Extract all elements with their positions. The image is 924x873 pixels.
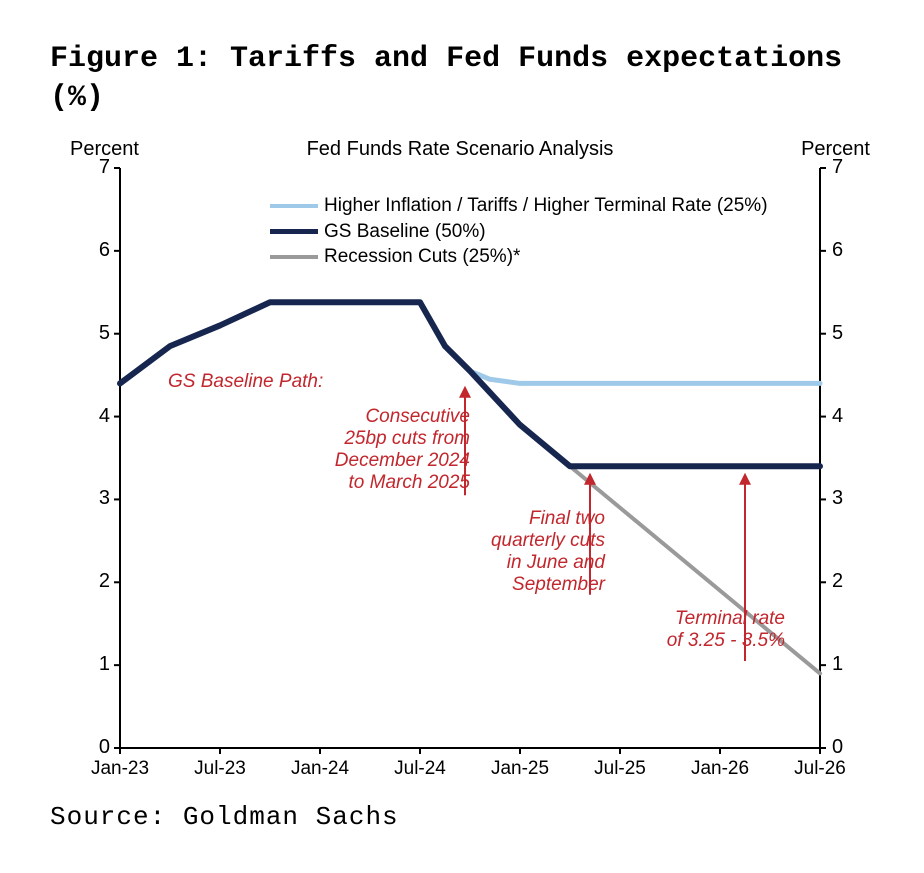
x-tick: Jul-24 bbox=[394, 758, 446, 780]
y-tick-left: 2 bbox=[70, 570, 110, 593]
legend-item: GS Baseline (50%) bbox=[270, 219, 768, 245]
legend-swatch bbox=[270, 229, 318, 234]
y-tick-right: 3 bbox=[832, 487, 872, 510]
y-tick-right: 1 bbox=[832, 653, 872, 676]
legend: Higher Inflation / Tariffs / Higher Term… bbox=[270, 193, 768, 270]
y-tick-left: 3 bbox=[70, 487, 110, 510]
y-tick-right: 4 bbox=[832, 405, 872, 428]
figure-title: Figure 1: Tariffs and Fed Funds expectat… bbox=[50, 40, 874, 118]
chart-container: Fed Funds Rate Scenario Analysis Percent… bbox=[50, 138, 870, 798]
y-tick-left: 5 bbox=[70, 322, 110, 345]
x-tick: Jan-25 bbox=[491, 758, 549, 780]
annotation-final-two-cuts: Final twoquarterly cutsin June andSeptem… bbox=[425, 508, 605, 595]
annotation-terminal-rate: Terminal rateof 3.25 - 3.5% bbox=[595, 608, 785, 652]
x-tick: Jan-24 bbox=[291, 758, 349, 780]
source-label: Source: Goldman Sachs bbox=[50, 802, 874, 832]
legend-label: Recession Cuts (25%)* bbox=[324, 244, 520, 270]
series-higher_inflation bbox=[445, 346, 820, 383]
y-tick-right: 5 bbox=[832, 322, 872, 345]
legend-label: GS Baseline (50%) bbox=[324, 219, 486, 245]
x-tick: Jul-23 bbox=[194, 758, 246, 780]
x-tick: Jul-25 bbox=[594, 758, 646, 780]
x-tick: Jan-26 bbox=[691, 758, 749, 780]
x-tick: Jul-26 bbox=[794, 758, 846, 780]
annotation-baseline-path-label: GS Baseline Path: bbox=[168, 371, 348, 393]
y-tick-right: 7 bbox=[832, 156, 872, 179]
annotation-consecutive-cuts: Consecutive25bp cuts fromDecember 2024to… bbox=[270, 406, 470, 493]
x-tick: Jan-23 bbox=[91, 758, 149, 780]
y-tick-left: 0 bbox=[70, 736, 110, 759]
y-tick-left: 7 bbox=[70, 156, 110, 179]
y-tick-right: 0 bbox=[832, 736, 872, 759]
y-tick-right: 6 bbox=[832, 239, 872, 262]
legend-swatch bbox=[270, 255, 318, 259]
y-tick-left: 6 bbox=[70, 239, 110, 262]
y-tick-left: 4 bbox=[70, 405, 110, 428]
legend-swatch bbox=[270, 204, 318, 208]
y-tick-right: 2 bbox=[832, 570, 872, 593]
legend-item: Recession Cuts (25%)* bbox=[270, 244, 768, 270]
legend-item: Higher Inflation / Tariffs / Higher Term… bbox=[270, 193, 768, 219]
y-tick-left: 1 bbox=[70, 653, 110, 676]
legend-label: Higher Inflation / Tariffs / Higher Term… bbox=[324, 193, 768, 219]
